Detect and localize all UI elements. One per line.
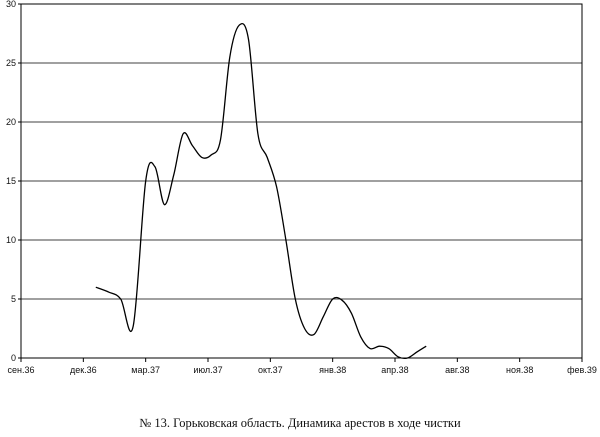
gridlines: [21, 3, 582, 359]
y-tick-label: 20: [6, 117, 16, 127]
y-tick-label: 0: [11, 353, 16, 363]
y-tick-label: 10: [6, 235, 16, 245]
x-tick-label: янв.38: [319, 365, 346, 375]
arrests-line-chart: 0 5 10 15 20 25 30 сен.36 дек.36 мар.37 июл.37 окт…: [6, 0, 597, 375]
x-tick-label: мар.37: [131, 365, 160, 375]
x-tick-label: июл.37: [193, 365, 222, 375]
chart-caption: № 13. Горьковская область. Динамика арес…: [139, 416, 461, 430]
axes: [18, 3, 583, 362]
y-tick-label: 5: [11, 294, 16, 304]
series-line: [95, 22, 427, 360]
y-tick-labels: 0 5 10 15 20 25 30: [6, 0, 16, 363]
x-tick-labels: сен.36 дек.36 мар.37 июл.37 окт.37 янв.38 апр.…: [8, 365, 597, 375]
y-tick-label: 15: [6, 176, 16, 186]
x-tick-label: апр.38: [381, 365, 408, 375]
x-tick-label: фев.39: [567, 365, 597, 375]
y-tick-label: 25: [6, 58, 16, 68]
x-tick-label: сен.36: [8, 365, 35, 375]
y-tick-label: 30: [6, 0, 16, 9]
x-tick-label: авг.38: [445, 365, 469, 375]
x-tick-label: ноя.38: [506, 365, 533, 375]
x-tick-label: окт.37: [258, 365, 283, 375]
x-tick-label: дек.36: [70, 365, 97, 375]
